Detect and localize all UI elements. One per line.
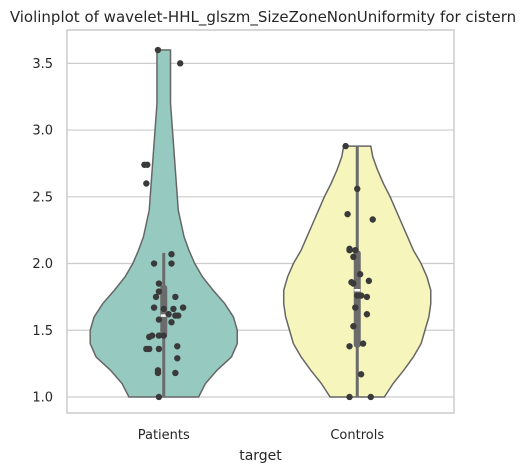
y-tick-label: 1.5 (32, 324, 53, 339)
y-tick-label: 2.5 (32, 190, 53, 205)
data-point (155, 393, 163, 401)
data-point (168, 260, 175, 267)
x-tick-label: Controls (330, 428, 384, 443)
data-point (168, 250, 175, 258)
data-point (365, 277, 373, 285)
data-point (152, 293, 160, 301)
data-point (356, 271, 364, 278)
data-point (363, 311, 371, 318)
data-point (346, 246, 353, 254)
data-point (350, 253, 357, 261)
tick-layer: 1.0 1.5 2.0 2.5 3.0 3.5 Patients Controls (32, 57, 384, 443)
iqr-box-controls (353, 250, 361, 348)
data-point (160, 332, 167, 339)
median-marker-controls (354, 289, 361, 292)
data-point (369, 216, 376, 223)
data-point (172, 312, 179, 319)
data-point (155, 345, 163, 353)
y-tick-label: 2.0 (32, 257, 53, 272)
data-point (146, 345, 153, 353)
data-point (160, 305, 167, 313)
data-point (352, 304, 359, 311)
data-point (346, 393, 353, 401)
data-point (143, 180, 150, 187)
x-axis-label: target (239, 448, 282, 464)
median-marker-patients (160, 314, 167, 317)
data-point (346, 343, 353, 350)
data-point (179, 304, 187, 311)
data-point (174, 343, 181, 350)
chart-title: Violinplot of wavelet-HHL_glszm_SizeZone… (10, 8, 516, 27)
data-point (172, 293, 179, 301)
data-point (146, 333, 153, 341)
y-tick-label: 3.0 (32, 124, 53, 139)
data-point (150, 260, 158, 267)
data-point (174, 355, 181, 362)
violin-layer (89, 49, 432, 398)
data-point (359, 340, 367, 347)
y-tick-label: 1.0 (32, 390, 53, 405)
data-point (144, 161, 151, 168)
data-point (155, 288, 163, 295)
x-tick-label: Patients (138, 428, 190, 443)
data-point (354, 292, 361, 299)
data-point (363, 293, 371, 301)
data-point (352, 246, 359, 254)
plot-frame (66, 29, 455, 414)
data-point (155, 316, 163, 323)
data-point (154, 46, 162, 54)
data-point (367, 393, 374, 401)
y-tick-label: 3.5 (32, 57, 53, 72)
data-point (154, 369, 162, 377)
point-layer (141, 46, 376, 401)
data-point (170, 305, 177, 313)
data-point (176, 60, 184, 67)
data-point (150, 304, 158, 311)
data-point (342, 142, 349, 150)
data-point (350, 323, 357, 330)
data-point (155, 280, 163, 287)
data-point (168, 319, 175, 326)
data-point (344, 210, 351, 218)
data-point (350, 280, 357, 287)
data-point (172, 369, 179, 377)
data-point (165, 311, 172, 318)
data-point (357, 371, 365, 378)
data-point (155, 332, 163, 339)
data-point (354, 185, 361, 193)
